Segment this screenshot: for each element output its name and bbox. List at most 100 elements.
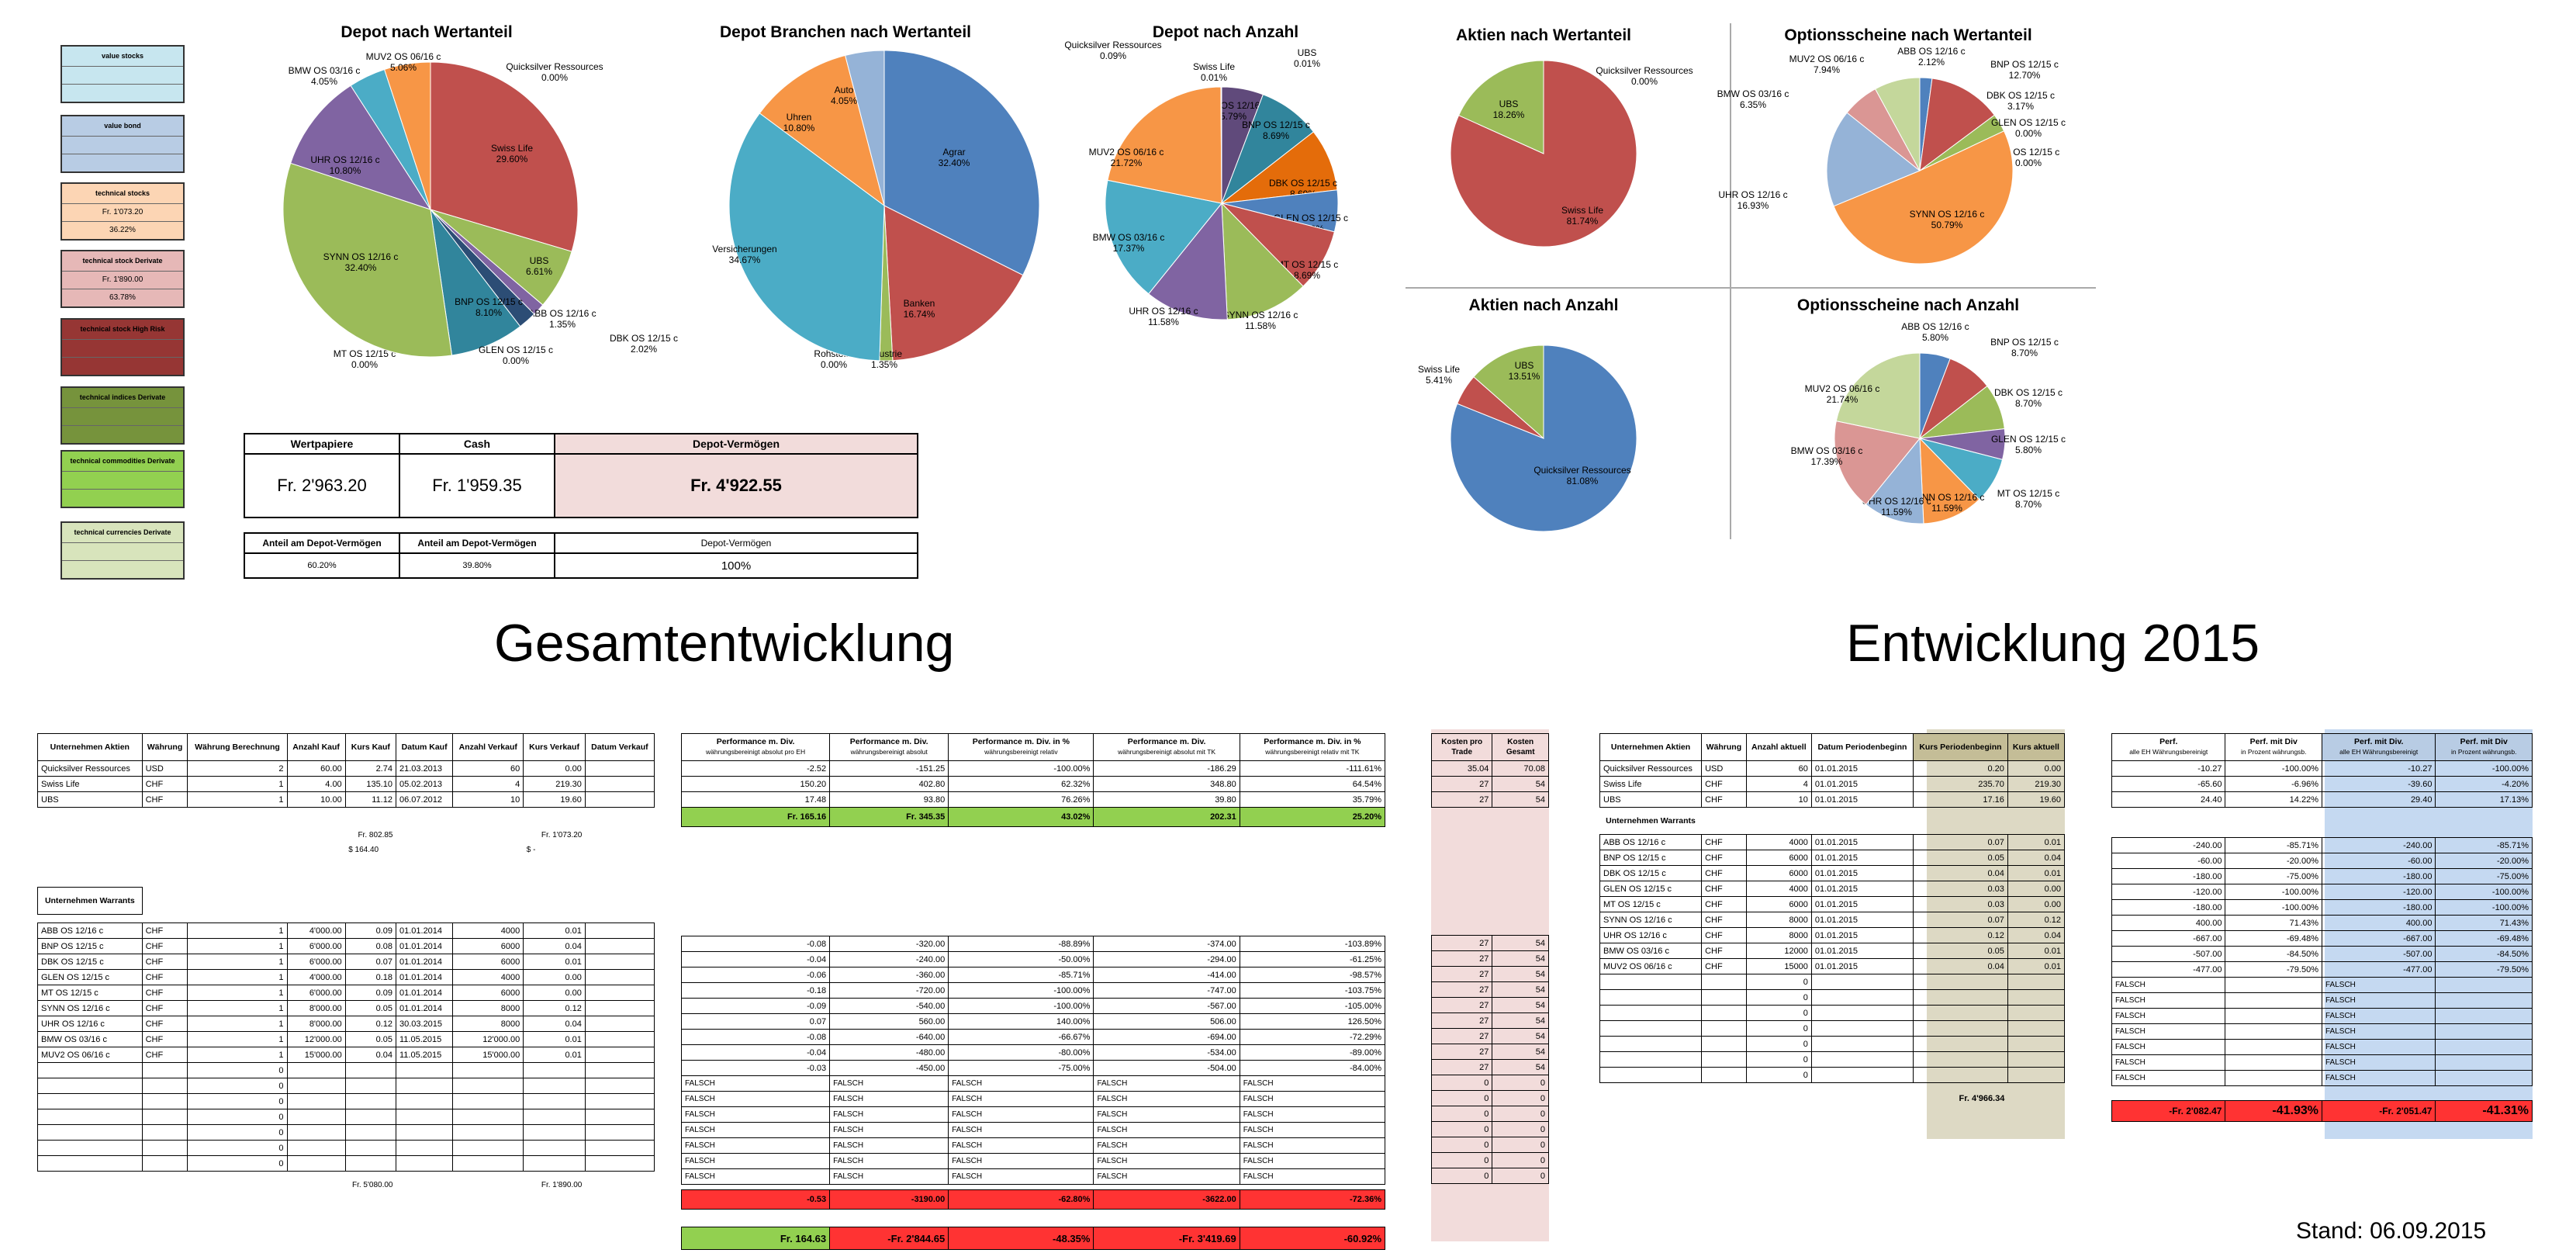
table-cell: 0 bbox=[1492, 1090, 1549, 1106]
table-cell: 400.00 bbox=[2321, 915, 2436, 931]
table-row: -10.27 -100.00% -10.27 -100.00% bbox=[2111, 760, 2533, 777]
table-cell bbox=[286, 1140, 346, 1156]
legend-title: technical currencies Derivate bbox=[62, 523, 183, 543]
table-cell: 1 bbox=[187, 1016, 288, 1032]
table-cell: 0 bbox=[1492, 1152, 1549, 1168]
table-cell bbox=[2436, 808, 2533, 838]
table-cell: CHF bbox=[141, 938, 188, 954]
table-cell bbox=[286, 1093, 346, 1109]
table-row: 27 54 bbox=[1430, 966, 1549, 982]
table-cell bbox=[1810, 989, 1914, 1006]
table-cell: -Fr. 2'051.47 bbox=[2321, 1100, 2436, 1122]
table-cell bbox=[2007, 1051, 2066, 1068]
table-cell bbox=[1701, 1036, 1747, 1052]
table-cell: 0.05 bbox=[1913, 943, 2008, 959]
table-cell: FALSCH bbox=[680, 1091, 831, 1107]
table-cell: 54 bbox=[1492, 1059, 1549, 1075]
table-cell bbox=[2322, 808, 2435, 838]
pie-label: SYNN OS 12/16 c 32.40% bbox=[323, 251, 399, 273]
table-cell bbox=[584, 1093, 655, 1109]
table-cell: $ - bbox=[526, 846, 536, 854]
table-cell: CHF bbox=[141, 1000, 188, 1016]
table-cell: -240.00 bbox=[829, 951, 949, 968]
table-row bbox=[2112, 1086, 2533, 1101]
table-cell: 11.12 bbox=[344, 791, 396, 808]
pie-label: MT OS 12/15 c 8.70% bbox=[1997, 488, 2059, 510]
table-cell: Kurs aktuell bbox=[2007, 733, 2066, 761]
table-cell: 14.22% bbox=[2225, 791, 2322, 808]
pie-slice bbox=[1865, 437, 1924, 524]
pie-label: UHR OS 12/16 c 16.93% bbox=[1718, 189, 1787, 211]
table-cell: 01.01.2014 bbox=[395, 954, 454, 970]
table-cell: 6'000.00 bbox=[286, 985, 346, 1001]
table-row: FALSCH FALSCH FALSCH FALSCH FALSCH bbox=[680, 1106, 1386, 1123]
table-row: 27 54 bbox=[1430, 935, 1549, 951]
table-cell: -0.53 bbox=[680, 1189, 831, 1210]
table-cell: -20.00% bbox=[2225, 853, 2322, 869]
table-cell: FALSCH bbox=[2321, 1008, 2436, 1024]
table-row: 27 54 bbox=[1430, 791, 1549, 808]
table-row: Swiss Life CHF 4 01.01.2015 235.70 219.30 bbox=[1599, 776, 2066, 792]
table-row bbox=[682, 827, 1385, 936]
legend-row bbox=[62, 137, 183, 154]
table-cell bbox=[2112, 1086, 2225, 1101]
table-cell bbox=[452, 1093, 524, 1109]
table-row: 27 54 bbox=[1430, 1012, 1549, 1029]
table-cell bbox=[585, 888, 654, 915]
table-cell: -320.00 bbox=[829, 936, 949, 952]
table-cell: Anzahl Verkauf bbox=[452, 733, 524, 761]
table-cell bbox=[949, 1185, 1094, 1190]
table-cell bbox=[524, 915, 586, 923]
table-cell: FALSCH bbox=[680, 1137, 831, 1154]
table-cell: FALSCH bbox=[1093, 1137, 1240, 1154]
table-cell: 0.04 bbox=[1913, 958, 2008, 974]
pie-slice bbox=[1874, 77, 1921, 171]
table-cell: FALSCH bbox=[2111, 1008, 2226, 1024]
table-cell bbox=[396, 1178, 452, 1192]
table-cell: 0.07 bbox=[1913, 912, 2008, 928]
table-cell bbox=[524, 1172, 586, 1179]
pie-slice bbox=[1220, 94, 1315, 205]
table-row: DBK OS 12/15 c CHF 6000 01.01.2015 0.04 0.01 bbox=[1599, 865, 2066, 881]
table-cell bbox=[2225, 1054, 2322, 1071]
table-row: 0 bbox=[1599, 989, 2066, 1006]
table-cell bbox=[188, 1178, 287, 1192]
table-cell bbox=[188, 843, 287, 857]
table-cell bbox=[142, 843, 188, 857]
table-cell: 54 bbox=[1492, 791, 1549, 808]
table-cell bbox=[188, 888, 287, 915]
table-cell: FALSCH bbox=[2321, 1054, 2436, 1071]
table-cell bbox=[1913, 1067, 2008, 1083]
table-row: -0.08 -640.00 -66.67% -694.00 -72.29% bbox=[680, 1029, 1386, 1045]
table-cell: 4000 bbox=[1745, 881, 1812, 897]
table-cell bbox=[453, 843, 524, 857]
table-cell bbox=[286, 1109, 346, 1125]
table-cell: MUV2 OS 06/16 c bbox=[37, 1047, 143, 1063]
table-cell bbox=[2225, 1086, 2322, 1101]
table-cell: 1 bbox=[187, 791, 288, 808]
table-cell: 348.80 bbox=[1093, 776, 1240, 792]
table-cell: FALSCH bbox=[829, 1168, 949, 1185]
table-row: 27 54 bbox=[1430, 1044, 1549, 1060]
pie-label: GLEN OS 12/15 c 0.00% bbox=[479, 344, 553, 366]
table-cell: FALSCH bbox=[1093, 1091, 1240, 1107]
table-cell: 01.01.2014 bbox=[395, 1000, 454, 1016]
legend-row: Fr. 1'890.00 bbox=[62, 272, 183, 289]
table-cell: 17.48 bbox=[680, 791, 831, 808]
table-row: Fr. 164.63 -Fr. 2'844.65 -48.35% -Fr. 3'419… bbox=[680, 1227, 1386, 1250]
table-cell: CHF bbox=[141, 791, 188, 808]
table-cell bbox=[2007, 1083, 2064, 1115]
table-cell bbox=[1094, 1185, 1240, 1190]
table-cell bbox=[1810, 1036, 1914, 1052]
table-cell: 27 bbox=[1430, 966, 1493, 982]
table-row: Fr. 5'080.00 Fr. 1'890.00 bbox=[38, 1178, 655, 1192]
pie-slice bbox=[1473, 344, 1544, 440]
table-row bbox=[38, 808, 655, 829]
table-row: Quicksilver Ressources USD 2 60.00 2.74 21.03… bbox=[37, 760, 655, 777]
table-cell bbox=[1913, 1020, 2008, 1037]
table-cell: -20.00% bbox=[2435, 853, 2533, 869]
table-cell: -50.00% bbox=[948, 951, 1094, 968]
table-cell bbox=[2007, 808, 2064, 835]
table-cell: -450.00 bbox=[829, 1060, 949, 1076]
